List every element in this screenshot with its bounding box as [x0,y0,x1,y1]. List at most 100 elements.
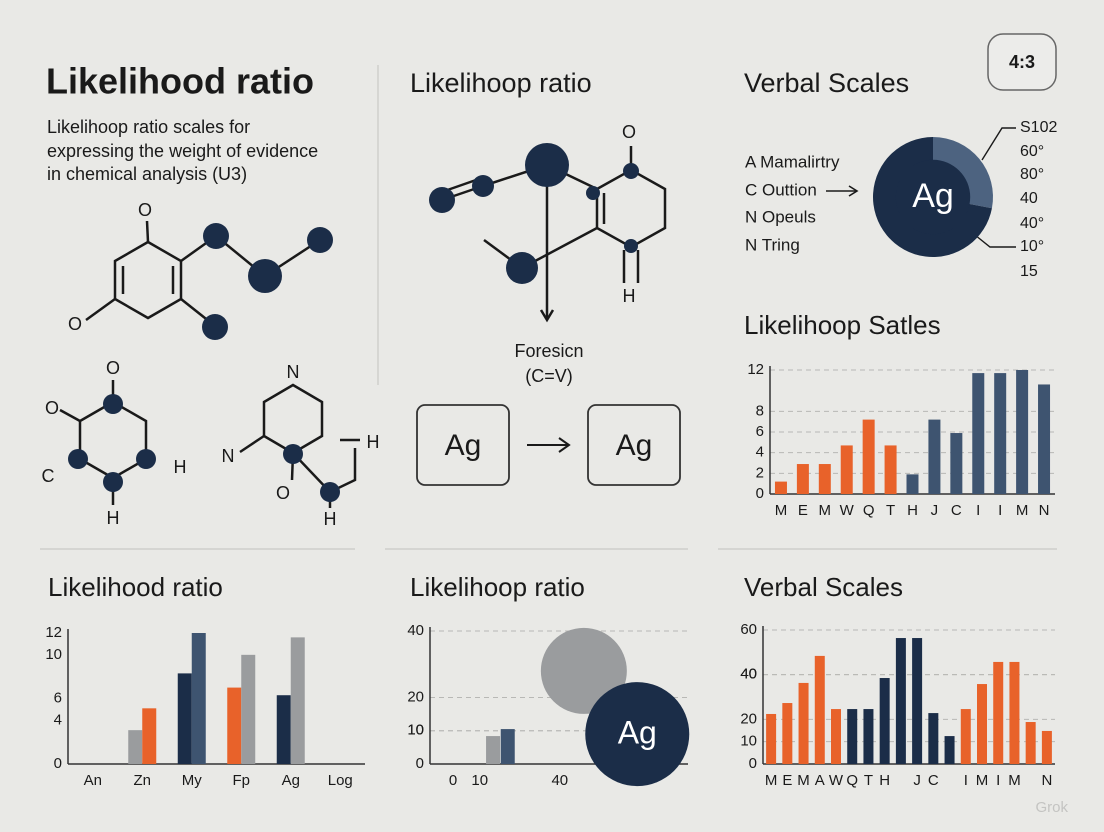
bar [814,655,825,764]
bar [944,736,955,764]
x-tick-label: M [765,772,778,789]
bar [863,709,874,764]
atom-label: H [623,286,636,306]
x-tick-label: M [775,502,788,519]
bar [895,638,906,764]
y-tick-label: 4 [54,711,62,728]
bar [241,654,256,764]
atom [307,227,333,253]
bond [59,408,81,423]
atom [429,187,455,213]
atom [624,239,638,253]
bar [950,433,963,494]
y-tick-label: 40 [740,666,757,683]
subtitle: in chemical analysis (U3) [47,164,247,184]
scale-label: S102 [1020,119,1057,136]
y-tick-label: 0 [54,755,62,772]
bar [977,684,987,764]
y-tick-label: 0 [416,755,424,772]
atom-label: O [68,314,82,334]
x-tick-label: M [1016,502,1029,519]
bar [774,481,787,494]
atom-label: O [106,358,120,378]
pie-hole [895,159,971,235]
bar [177,673,192,764]
bar [960,709,971,764]
atom [68,449,88,469]
scale-label: 10° [1020,238,1044,255]
atom-label: C [42,466,55,486]
x-tick-label: 10 [471,772,488,789]
atom-label: H [107,508,120,528]
bar [766,713,777,764]
y-tick-label: 6 [54,689,62,706]
bond [292,448,357,494]
x-tick-label: N [1039,502,1050,519]
x-tick-label: Ag [282,772,300,789]
panel-title: Verbal Scales [744,68,909,98]
badge: 4:3 [1009,52,1035,72]
x-tick-label: I [964,772,968,789]
arrow-head [558,437,571,453]
bar [1041,730,1052,764]
x-tick-label: 0 [449,772,457,789]
x-tick-label: J [931,502,939,519]
y-tick-label: 8 [756,402,764,419]
atom-label: H [174,457,187,477]
x-tick-label: I [976,502,980,519]
panel-title: Likelihoop ratio [410,68,592,98]
arrow-head [848,185,859,197]
bar [1016,370,1029,494]
x-tick-label: J [913,772,921,789]
caption: Foresicn [514,341,583,361]
x-tick-label: H [879,772,890,789]
y-tick-label: 4 [756,444,764,461]
atom [586,186,600,200]
x-tick-label: I [998,502,1002,519]
y-tick-label: 60 [740,621,757,638]
bar [912,638,923,764]
subtitle: Likelihoop ratio scales for [47,117,250,137]
y-tick-label: 6 [756,423,764,440]
molecule [59,220,360,508]
x-tick-label: T [886,502,895,519]
bar [276,695,291,764]
bar [840,445,853,494]
bar [994,373,1007,494]
x-tick-label: M [819,502,832,519]
bar [906,474,919,494]
main-title: Likelihood ratio [46,61,314,102]
y-tick-label: 0 [749,755,757,772]
scale-label: 60° [1020,143,1044,160]
y-tick-label: 2 [756,464,764,481]
atom [202,314,228,340]
bar [847,709,858,764]
x-tick-label: M [1008,772,1021,789]
x-tick-label: C [951,502,962,519]
scale-label: 40° [1020,215,1044,232]
item: N Tring [745,235,800,254]
bar [993,661,1004,764]
x-tick-label: Fp [232,772,250,789]
atom [248,259,282,293]
scale-label: 15 [1020,263,1038,280]
atom [525,143,569,187]
box [587,404,681,486]
atom [103,472,123,492]
item: C Outtion [745,180,817,199]
x-tick-label: Zn [133,772,151,789]
atom-label: O [45,398,59,418]
chart-title: Likelihoop ratio [410,572,585,602]
x-tick-label: M [797,772,810,789]
box [416,404,510,486]
bar [831,709,841,764]
bar [972,373,985,494]
y-tick-label: 10 [740,733,757,750]
subtitle: expressing the weight of evidence [47,141,318,161]
scale-label: 80° [1020,166,1044,183]
x-tick-label: M [976,772,989,789]
atom-label: O [622,122,636,142]
bubble [540,627,627,714]
bar [191,633,206,764]
